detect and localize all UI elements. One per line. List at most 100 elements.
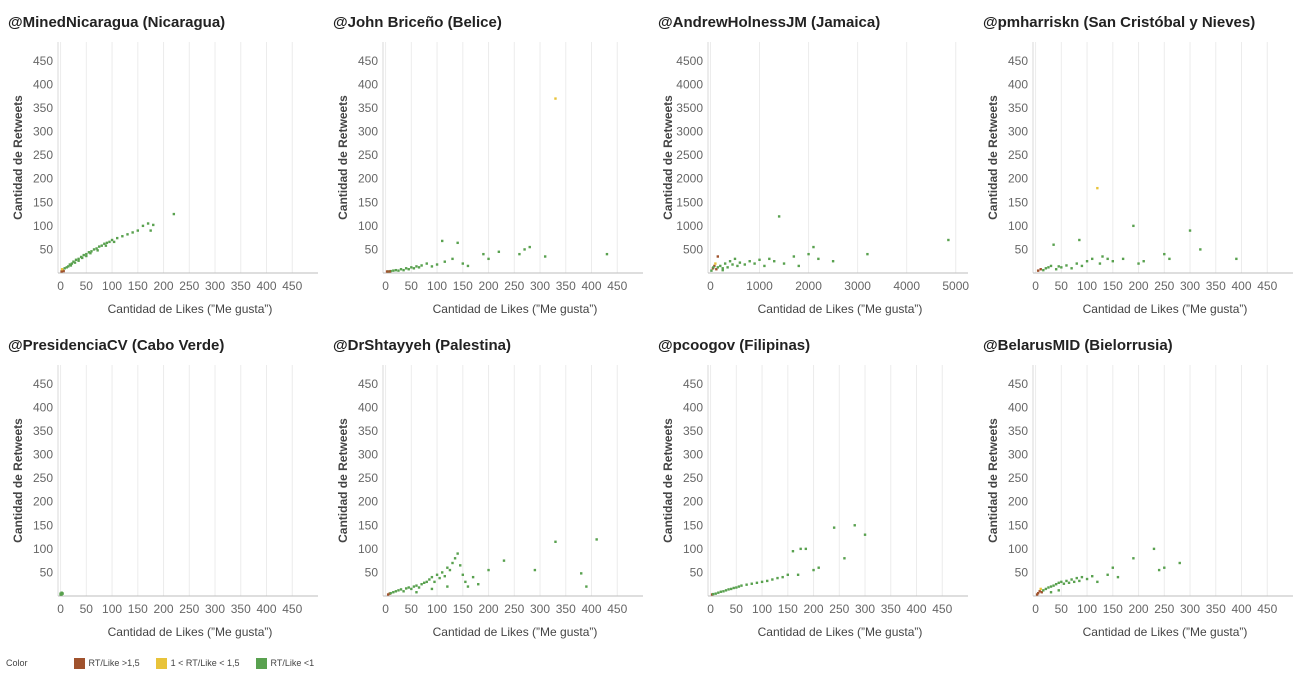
data-point [471, 575, 475, 579]
legend-item-mid: 1 < RT/Like < 1,5 [155, 657, 240, 669]
panel-title: @pcoogov (Filipinas) [658, 337, 810, 354]
data-point [82, 253, 85, 257]
data-point [1157, 568, 1161, 572]
y-tick-label: 450 [358, 54, 378, 68]
data-point [149, 229, 152, 232]
data-point [59, 592, 62, 595]
x-tick-label: 0 [57, 279, 64, 293]
data-point [1036, 269, 1040, 272]
y-tick-label: 50 [40, 565, 54, 579]
y-tick-label: 300 [1008, 448, 1028, 462]
data-point [736, 264, 739, 268]
data-point [745, 583, 748, 586]
x-axis-label: Cantidad de Likes (”Me gusta”) [108, 302, 273, 316]
legend-swatch-mid [155, 657, 167, 669]
y-axis-label: Cantidad de Retweets [11, 95, 25, 220]
y-axis-label: Cantidad de Retweets [336, 95, 350, 220]
data-point [711, 592, 715, 596]
data-point [399, 588, 403, 591]
data-point [1060, 580, 1063, 584]
data-point [415, 584, 418, 587]
data-point [420, 583, 423, 586]
y-tick-label: 50 [1015, 242, 1029, 256]
legend-label-mid: 1 < RT/Like < 1,5 [170, 658, 240, 668]
legend-swatch-low [255, 657, 267, 669]
x-tick-label: 0 [382, 279, 389, 293]
x-tick-label: 0 [707, 279, 714, 293]
data-point [1080, 264, 1084, 268]
data-point [781, 575, 784, 579]
data-point [100, 244, 103, 247]
data-point [1062, 582, 1066, 585]
x-tick-label: 150 [128, 602, 148, 616]
x-tick-label: 200 [1129, 602, 1149, 616]
data-point [1163, 252, 1166, 256]
y-tick-label: 2000 [676, 172, 703, 186]
y-tick-label: 150 [1008, 195, 1028, 209]
data-point [716, 266, 720, 269]
y-tick-label: 100 [683, 542, 703, 556]
panel-title: @BelarusMID (Bielorrusia) [983, 337, 1173, 354]
x-tick-label: 300 [205, 279, 225, 293]
x-tick-label: 0 [1032, 279, 1039, 293]
data-point [1065, 264, 1068, 267]
x-tick-label: 1000 [746, 279, 773, 293]
data-point [482, 252, 485, 256]
data-point [722, 590, 725, 593]
x-tick-label: 300 [1180, 602, 1200, 616]
data-point [719, 590, 723, 593]
data-point [1188, 229, 1192, 232]
x-tick-label: 150 [1103, 602, 1123, 616]
legend-label-high: RT/Like >1,5 [88, 658, 140, 668]
data-point [853, 524, 856, 527]
legend-title: Color [6, 658, 28, 668]
data-point [743, 263, 746, 266]
data-point [417, 266, 421, 269]
x-tick-label: 150 [453, 602, 473, 616]
x-tick-label: 200 [154, 602, 174, 616]
data-point [1039, 587, 1042, 591]
data-point [1057, 265, 1060, 268]
data-point [1042, 589, 1045, 592]
data-point [543, 255, 547, 258]
data-point [1039, 268, 1042, 271]
y-tick-label: 1500 [676, 195, 703, 209]
data-point [721, 267, 724, 270]
data-point [430, 587, 434, 591]
data-point [85, 252, 88, 256]
x-tick-label: 350 [1206, 602, 1226, 616]
data-point [1067, 581, 1071, 584]
data-point [717, 591, 720, 594]
y-tick-label: 300 [33, 448, 53, 462]
data-point [112, 240, 116, 244]
data-point [397, 589, 400, 592]
data-point [464, 580, 467, 584]
x-tick-label: 300 [855, 602, 875, 616]
data-point [1085, 577, 1089, 581]
data-point [451, 561, 454, 565]
x-tick-label: 200 [1129, 279, 1149, 293]
data-point [797, 264, 800, 268]
y-tick-label: 200 [1008, 172, 1028, 186]
data-point [96, 249, 99, 252]
data-point [441, 239, 444, 243]
data-point [1132, 224, 1135, 228]
data-point [1054, 583, 1058, 586]
data-point [435, 263, 439, 266]
data-point [807, 252, 810, 256]
data-point [605, 252, 609, 256]
data-point [713, 264, 716, 268]
y-tick-label: 250 [1008, 471, 1028, 485]
data-point [1057, 581, 1060, 584]
y-tick-label: 350 [358, 424, 378, 438]
x-axis-label: Cantidad de Likes (”Me gusta”) [758, 625, 923, 639]
data-point [1060, 266, 1063, 269]
data-point [733, 257, 737, 261]
y-tick-label: 250 [358, 148, 378, 162]
data-point [402, 268, 405, 272]
data-point [831, 260, 835, 263]
data-point [727, 588, 730, 591]
data-point [712, 266, 715, 269]
x-tick-label: 2000 [795, 279, 822, 293]
y-tick-label: 150 [1008, 518, 1028, 532]
